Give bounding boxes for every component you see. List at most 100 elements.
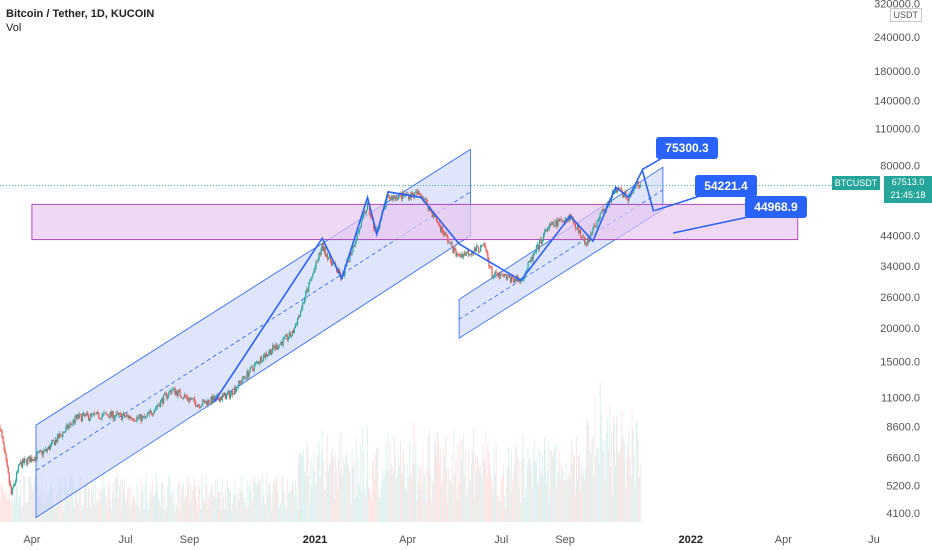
volume-bar (344, 464, 346, 522)
volume-bar (550, 450, 552, 522)
volume-bar (594, 396, 596, 522)
price-callouts[interactable]: 75300.3 54221.4 44968.9 (641, 137, 807, 234)
volume-bar (9, 500, 11, 522)
volume-bar (436, 455, 437, 522)
volume-bar (208, 498, 210, 522)
volume-bar (634, 486, 636, 522)
volume-bar (163, 509, 165, 522)
time-axis[interactable]: Apr Jul Sep 2021 Apr Jul Sep 2022 Apr Ju (23, 534, 879, 546)
volume-bar (184, 495, 186, 522)
volume-bar (542, 454, 543, 522)
candle-body (638, 186, 640, 188)
volume-bar (245, 508, 247, 522)
candle-body (305, 292, 307, 299)
volume-bar (497, 501, 499, 522)
callout-box (656, 137, 718, 159)
volume-bar (625, 488, 627, 522)
volume-bar (336, 466, 338, 522)
volume-bar (1, 486, 3, 522)
candle-body (166, 393, 168, 399)
candle-body (619, 188, 621, 190)
volume-bar (546, 483, 547, 522)
volume-bar (500, 476, 502, 522)
volume-bar (25, 501, 27, 522)
candle-body (562, 221, 564, 222)
volume-bar (12, 504, 14, 522)
volume-bar (202, 494, 204, 522)
volume-bar (412, 463, 414, 522)
volume-bar (622, 438, 624, 522)
candle-body (35, 456, 37, 460)
volume-bar (432, 483, 434, 522)
volume-bar (507, 468, 508, 522)
candle-body (385, 199, 387, 209)
volume-bar (11, 497, 13, 522)
candle-body (325, 254, 327, 256)
volume-bar (557, 471, 559, 522)
candle-body (74, 416, 76, 424)
currency-badge[interactable]: USDT (889, 8, 922, 22)
volume-bar (286, 478, 288, 522)
volume-bar (454, 474, 456, 522)
volume-bar (555, 445, 557, 522)
candle-body (256, 361, 258, 363)
volume-bar (18, 501, 19, 522)
candle-body (241, 380, 243, 384)
volume-bar (308, 476, 310, 522)
candle-body (299, 310, 302, 317)
volume-bar (587, 418, 589, 522)
candle-body (493, 275, 495, 276)
volume-bar (608, 404, 610, 522)
volume-bar (382, 469, 384, 522)
candle-body (461, 254, 463, 258)
volume-bar (80, 509, 82, 522)
candle-body (358, 228, 360, 233)
symbol-badge: BTCUSDT (832, 176, 880, 190)
candle-body (505, 275, 508, 280)
candle-body (533, 252, 535, 254)
candle-body (36, 452, 38, 460)
candle-body (296, 318, 299, 325)
volume-bar (198, 479, 200, 522)
volume-bar (267, 494, 269, 522)
candle-body (511, 276, 513, 283)
volume-bar (545, 449, 546, 522)
candle-body (158, 404, 161, 407)
volume-bar (585, 468, 587, 522)
candle-body (565, 218, 567, 220)
candle-body (91, 413, 93, 415)
price-tick: 240000.0 (874, 32, 920, 44)
volume-bar (493, 449, 495, 522)
volume-bar (415, 440, 417, 522)
candle-body (252, 368, 254, 371)
volume-bar (402, 473, 403, 522)
candle-body (16, 471, 19, 473)
candle-body (137, 416, 139, 418)
volume-bar (483, 459, 485, 522)
volume-bar (26, 502, 28, 522)
candle-body (580, 236, 583, 238)
volume-bar (416, 501, 418, 522)
volume-bar (232, 503, 234, 522)
candle-body (206, 401, 208, 406)
candle-body (271, 350, 273, 355)
volume-bar (450, 483, 452, 522)
candle-body (275, 344, 277, 349)
last-price-badge: 67513.0 21:45:18 (884, 176, 932, 203)
volume-bar (487, 444, 489, 522)
volume-bar (514, 462, 516, 522)
candle-body (600, 212, 602, 214)
time-tick: 2022 (678, 534, 702, 546)
volume-bar (387, 432, 389, 522)
volume-bar (44, 503, 46, 522)
volume-bar (627, 441, 629, 522)
volume-bar (347, 462, 349, 522)
volume-bar (537, 485, 539, 522)
candle-body (39, 450, 41, 452)
price-axis[interactable]: 320000.0 240000.0 180000.0 140000.0 110000.0… (874, 0, 920, 520)
candle-body (23, 459, 25, 463)
candle-body (43, 450, 45, 452)
candle-body (184, 394, 186, 397)
candle-body (355, 240, 357, 244)
